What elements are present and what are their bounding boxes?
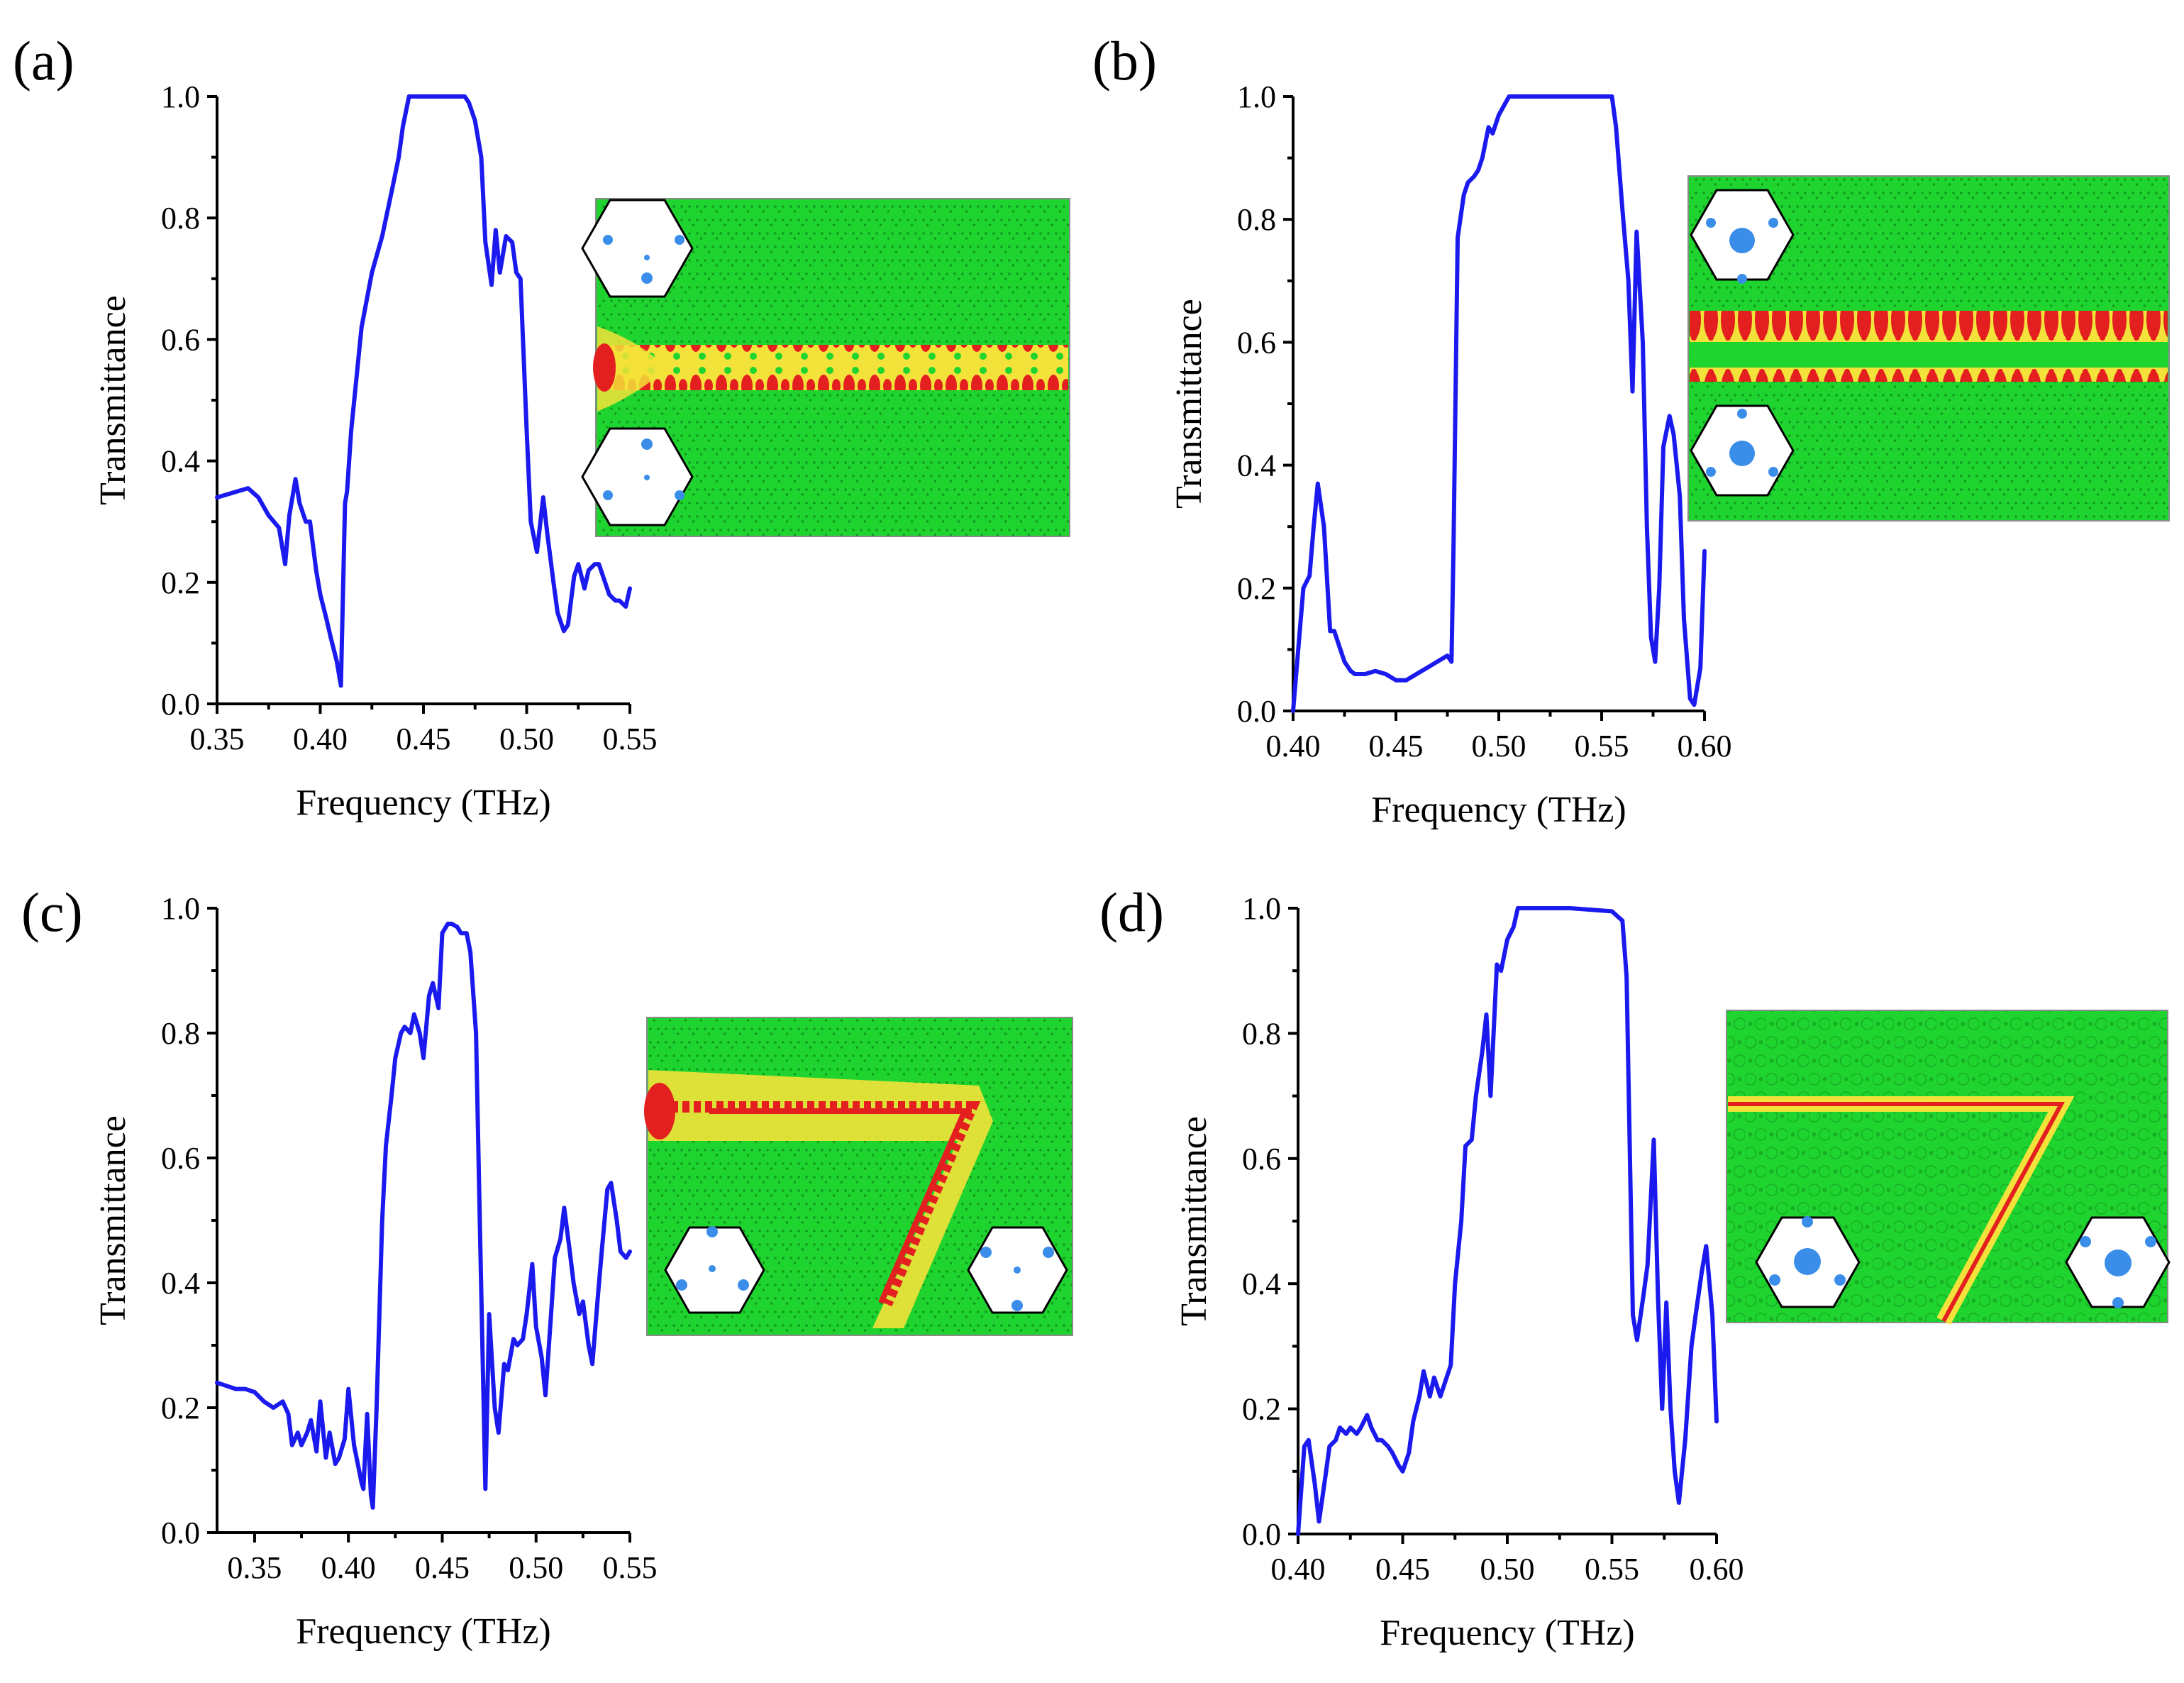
chart-c-x-tick-label: 0.50 <box>509 1550 563 1585</box>
chart-a: 0.0 0.2 0.4 0.6 0.8 1.0 0.35 0.40 0.45 0.50 0.55 Fr… <box>93 79 658 823</box>
inset-d-cell-left <box>1755 1216 1861 1308</box>
inset-a <box>581 198 1070 537</box>
inset-c-cell-right <box>967 1226 1068 1314</box>
chart-d-y-tick-label: 0.0 <box>1242 1517 1281 1552</box>
chart-a-x-tick-label: 0.45 <box>397 722 451 756</box>
chart-c-y-tick-label: 0.6 <box>161 1141 200 1176</box>
inset-d-beam <box>1728 1102 2066 1323</box>
inset-a-source <box>593 343 616 392</box>
chart-c-y-tick-label: 1.0 <box>161 891 200 926</box>
chart-d-x-axis-title: Frequency (THz) <box>1380 1613 1635 1653</box>
chart-b-y-tick-label: 0.8 <box>1237 202 1276 237</box>
chart-b-y-tick-label: 0.4 <box>1237 448 1276 483</box>
chart-a-x-tick-label: 0.55 <box>603 722 658 756</box>
chart-a-y-axis-title: Transmittance <box>93 295 133 505</box>
chart-a-y-tick-label: 0.6 <box>161 322 200 357</box>
inset-b <box>1687 175 2170 522</box>
chart-b-y-axis-title: Transmittance <box>1169 299 1209 509</box>
charts-layer: 0.0 0.2 0.4 0.6 0.8 1.0 0.35 0.40 0.45 0.50 0.55 Fr… <box>93 79 1744 1653</box>
chart-c: 0.0 0.2 0.4 0.6 0.8 1.0 0.35 0.40 0.45 0.50 0.55 Fr… <box>93 891 658 1652</box>
chart-c-series-line <box>215 922 632 1510</box>
panel-label-a: (a) <box>13 30 74 92</box>
inset-b-cell-top <box>1690 189 1795 284</box>
inset-b-cell-bottom <box>1690 404 1795 497</box>
inset-a-cell-top <box>581 199 694 298</box>
chart-b-y-tick-label: 0.0 <box>1237 694 1276 729</box>
chart-a-y-tick-label: 0.8 <box>161 201 200 236</box>
chart-a-y-tick-label: 0.2 <box>161 565 200 600</box>
chart-d: 0.0 0.2 0.4 0.6 0.8 1.0 0.40 0.45 0.50 0.55 0.60 Fr… <box>1174 891 1744 1653</box>
chart-d-y-tick-label: 0.6 <box>1242 1142 1281 1176</box>
chart-d-x-tick-label: 0.45 <box>1375 1552 1430 1587</box>
chart-a-x-tick-label: 0.50 <box>499 722 554 756</box>
inset-d-cell-right <box>2065 1216 2171 1308</box>
inset-d <box>1726 1010 2171 1325</box>
chart-c-y-tick-label: 0.0 <box>161 1516 200 1550</box>
chart-c-x-tick-label: 0.40 <box>321 1550 376 1585</box>
chart-c-x-tick-label: 0.45 <box>415 1550 470 1585</box>
chart-d-x-tick-label: 0.50 <box>1480 1552 1535 1587</box>
chart-d-y-tick-label: 0.2 <box>1242 1392 1281 1427</box>
inset-c-cell-left <box>664 1226 765 1314</box>
inset-c-beam <box>648 1101 981 1307</box>
chart-b-x-tick-label: 0.50 <box>1472 729 1526 763</box>
chart-b-x-tick-label: 0.60 <box>1678 729 1732 763</box>
panel-label-c: (c) <box>21 881 83 943</box>
chart-c-y-tick-label: 0.8 <box>161 1016 200 1051</box>
chart-a-x-axis-title: Frequency (THz) <box>296 783 551 823</box>
inset-c-source <box>644 1083 675 1140</box>
chart-a-y-tick-label: 0.0 <box>161 687 200 722</box>
chart-b-x-tick-label: 0.40 <box>1266 729 1321 763</box>
chart-b-y-tick-label: 0.6 <box>1237 325 1276 360</box>
chart-c-x-tick-label: 0.55 <box>603 1550 658 1585</box>
chart-d-y-axis-title: Transmittance <box>1174 1116 1214 1326</box>
chart-d-series-line <box>1296 906 1719 1536</box>
chart-b-y-tick-label: 1.0 <box>1237 79 1276 114</box>
inset-c-beam-core <box>709 1108 970 1304</box>
chart-a-series-line <box>215 94 632 688</box>
chart-b-x-tick-label: 0.55 <box>1575 729 1629 763</box>
inset-c <box>644 1017 1073 1336</box>
chart-c-y-tick-label: 0.2 <box>161 1391 200 1425</box>
chart-a-y-tick-label: 1.0 <box>161 79 200 114</box>
chart-b-series-line <box>1291 94 1707 713</box>
chart-c-x-axis-title: Frequency (THz) <box>296 1611 551 1652</box>
chart-b-y-tick-label: 0.2 <box>1237 571 1276 606</box>
panel-label-d: (d) <box>1099 881 1164 943</box>
chart-d-y-tick-label: 0.8 <box>1242 1016 1281 1051</box>
chart-a-x-tick-label: 0.35 <box>190 722 245 756</box>
inset-b-beam <box>1690 311 2168 382</box>
chart-a-x-tick-label: 0.40 <box>293 722 348 756</box>
chart-d-x-tick-label: 0.55 <box>1585 1552 1639 1587</box>
chart-d-y-tick-label: 1.0 <box>1242 891 1281 926</box>
chart-c-y-axis-title: Transmittance <box>93 1115 133 1325</box>
chart-d-y-tick-label: 0.4 <box>1242 1267 1281 1301</box>
inset-a-source-glow <box>597 326 667 412</box>
chart-c-y-tick-label: 0.4 <box>161 1266 200 1301</box>
chart-c-x-tick-label: 0.35 <box>227 1550 282 1585</box>
inset-a-beam <box>597 345 1068 390</box>
chart-d-x-tick-label: 0.40 <box>1271 1552 1326 1587</box>
chart-b-x-tick-label: 0.45 <box>1369 729 1424 763</box>
chart-d-x-tick-label: 0.60 <box>1690 1552 1744 1587</box>
panel-label-b: (b) <box>1092 30 1157 92</box>
chart-b: 0.0 0.2 0.4 0.6 0.8 1.0 0.40 0.45 0.50 0.55 0.60 Fr… <box>1169 79 1732 830</box>
inset-a-cell-bottom <box>581 427 694 526</box>
chart-b-x-axis-title: Frequency (THz) <box>1371 790 1626 830</box>
chart-a-y-tick-label: 0.4 <box>161 444 200 479</box>
